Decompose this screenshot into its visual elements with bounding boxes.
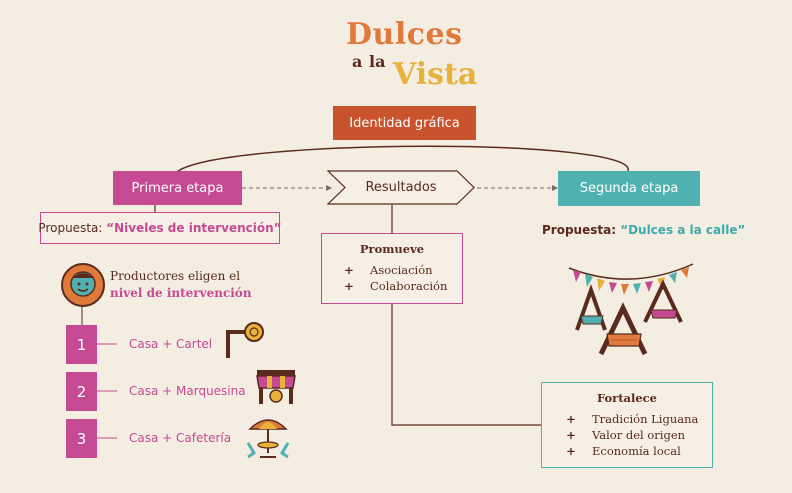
bullet-plus: + bbox=[566, 412, 576, 426]
fortalece-list: + Tradición Liguana + Valor del origen + Ec… bbox=[542, 411, 712, 459]
productores-text: Productores eligen el nivel de intervenc… bbox=[110, 268, 252, 302]
list-item: + Economía local bbox=[564, 443, 712, 459]
logo-dulces: Dulces bbox=[346, 17, 463, 52]
propuesta-right-value: “Dulces a la calle” bbox=[620, 223, 746, 237]
list-item: + Colaboración bbox=[342, 278, 462, 294]
list-item: + Asociación bbox=[342, 262, 462, 278]
propuesta-niveles-box: Propuesta: “Niveles de intervención” bbox=[38, 212, 282, 244]
cafe-table-icon bbox=[246, 419, 290, 459]
dashed-left-arrowhead bbox=[326, 185, 332, 191]
logo-la: la bbox=[369, 52, 386, 71]
primera-etapa-label: Primera etapa bbox=[131, 180, 224, 196]
resultados-arrow-shape bbox=[327, 170, 475, 205]
logo-a: a bbox=[352, 52, 363, 71]
segunda-etapa-box: Segunda etapa bbox=[558, 171, 700, 206]
dashed-right-arrowhead bbox=[552, 185, 558, 191]
fortalece-item: Valor del origen bbox=[592, 428, 686, 442]
resultados-box: Resultados bbox=[327, 170, 475, 205]
level-1-number: 1 bbox=[66, 325, 97, 364]
promueve-title: Promueve bbox=[359, 242, 425, 256]
identidad-grafica-box: Identidad gráfica bbox=[333, 106, 476, 140]
promueve-item: Colaboración bbox=[370, 279, 448, 293]
level-2-label: Casa + Marquesina bbox=[129, 384, 246, 398]
list-item: + Valor del origen bbox=[564, 427, 712, 443]
propuesta-left-prefix: Propuesta: bbox=[38, 221, 107, 235]
fortalece-title: Fortalece bbox=[596, 391, 658, 405]
awning-icon bbox=[256, 370, 296, 404]
resultados-label: Resultados bbox=[365, 180, 437, 195]
propuesta-right-prefix: Propuesta: bbox=[542, 223, 621, 237]
result-elbow-connector bbox=[391, 304, 541, 426]
bullet-plus: + bbox=[344, 263, 354, 277]
bullet-plus: + bbox=[566, 428, 576, 442]
level-3-number: 3 bbox=[66, 419, 97, 458]
propuesta-left-value: “Niveles de intervención” bbox=[106, 221, 282, 235]
segunda-etapa-label: Segunda etapa bbox=[579, 181, 679, 196]
level-1-label: Casa + Cartel bbox=[129, 337, 213, 351]
fortalece-item: Tradición Liguana bbox=[592, 412, 699, 426]
promueve-item: Asociación bbox=[370, 263, 433, 277]
logo-vista: Vista bbox=[393, 57, 478, 92]
productores-line2: nivel de intervención bbox=[110, 286, 252, 300]
level-3-label: Casa + Cafetería bbox=[129, 431, 232, 445]
identidad-grafica-label: Identidad gráfica bbox=[349, 115, 460, 131]
primera-etapa-box: Primera etapa bbox=[113, 171, 242, 205]
bullet-plus: + bbox=[344, 279, 354, 293]
list-item: + Tradición Liguana bbox=[564, 411, 712, 427]
arc-connector bbox=[177, 145, 629, 172]
propuesta-dulces-calle: Propuesta: “Dulces a la calle” bbox=[542, 223, 745, 237]
producer-face-icon bbox=[61, 263, 105, 307]
level-2-number: 2 bbox=[66, 372, 97, 411]
promueve-list: + Asociación + Colaboración bbox=[322, 262, 462, 294]
sign-icon bbox=[226, 322, 264, 358]
fortalece-item: Economía local bbox=[592, 444, 681, 458]
fortalece-box: Fortalece + Tradición Liguana + Valor del … bbox=[541, 382, 713, 468]
bullet-plus: + bbox=[566, 444, 576, 458]
promueve-box: Promueve + Asociación + Colaboración bbox=[321, 233, 463, 304]
productores-line1: Productores eligen el bbox=[110, 269, 241, 283]
stalls-illustration bbox=[568, 263, 694, 356]
